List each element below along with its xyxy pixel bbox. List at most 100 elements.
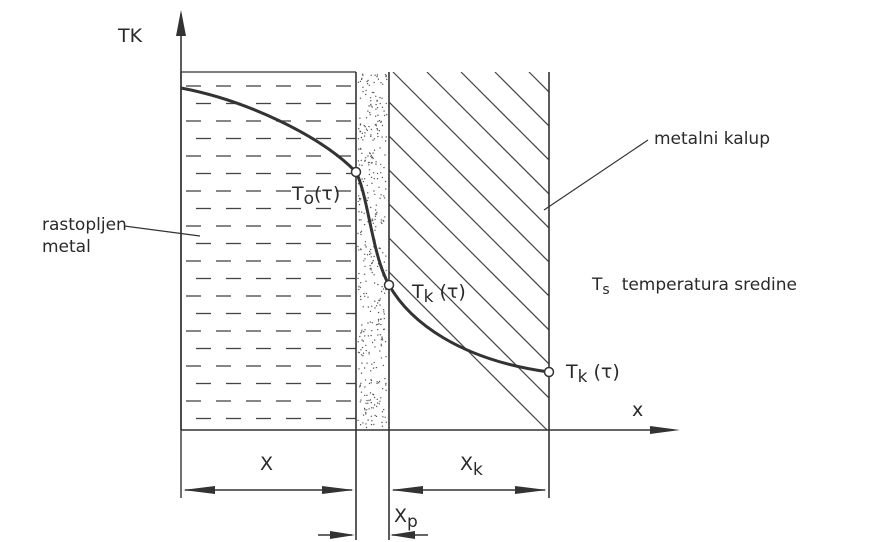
stipple-dot bbox=[364, 367, 366, 369]
stipple-dot bbox=[381, 339, 384, 341]
stipple-dot bbox=[379, 102, 381, 105]
stipple-dot bbox=[379, 197, 381, 199]
stipple-dot bbox=[379, 350, 381, 352]
stipple-dot bbox=[381, 124, 384, 127]
stipple-dot bbox=[377, 302, 379, 304]
stipple-dot bbox=[380, 163, 382, 166]
stipple-dot bbox=[370, 105, 372, 107]
stipple-dot bbox=[358, 211, 360, 213]
stipple-dot bbox=[375, 108, 377, 110]
stipple-dot bbox=[372, 152, 374, 154]
stipple-dot bbox=[364, 379, 367, 381]
stipple-dot bbox=[360, 282, 362, 284]
stipple-dot bbox=[360, 211, 363, 213]
stipple-dot bbox=[367, 322, 369, 324]
stipple-dot bbox=[376, 107, 379, 109]
x-axis-arrow-icon bbox=[650, 426, 680, 434]
stipple-dot bbox=[367, 296, 369, 298]
mold-hatch-line bbox=[389, 135, 549, 297]
stipple-dot bbox=[382, 364, 384, 367]
stipple-dot bbox=[364, 126, 366, 128]
stipple-dot bbox=[380, 338, 383, 341]
stipple-dot bbox=[383, 313, 385, 315]
stipple-dot bbox=[375, 209, 377, 211]
stipple-dot bbox=[364, 160, 366, 162]
stipple-dot bbox=[364, 329, 366, 331]
stipple-dot bbox=[366, 394, 368, 396]
stipple-dot bbox=[363, 273, 366, 275]
stipple-dot bbox=[358, 203, 361, 206]
stipple-dot bbox=[362, 352, 365, 354]
mold-hatch-line bbox=[733, 72, 880, 430]
stipple-dot bbox=[380, 219, 382, 221]
stipple-dot bbox=[369, 310, 372, 313]
stipple-dot bbox=[384, 292, 386, 294]
stipple-dot bbox=[373, 91, 375, 94]
stipple-dot bbox=[384, 216, 386, 218]
stipple-dot bbox=[377, 78, 380, 80]
stipple-dot bbox=[375, 115, 377, 117]
stipple-dot bbox=[371, 363, 373, 365]
stipple-dot bbox=[375, 161, 377, 163]
stipple-dot bbox=[364, 132, 366, 134]
stipple-dot bbox=[361, 324, 363, 326]
stipple-dot bbox=[364, 253, 366, 255]
stipple-dot bbox=[366, 83, 369, 85]
stipple-dot bbox=[370, 162, 373, 164]
stipple-dot bbox=[366, 399, 368, 402]
stipple-dot bbox=[385, 356, 387, 358]
stipple-dot bbox=[382, 416, 384, 418]
stipple-dot bbox=[370, 415, 372, 417]
stipple-dot bbox=[370, 206, 372, 209]
stipple-dot bbox=[370, 103, 372, 106]
stipple-dot bbox=[370, 128, 373, 131]
stipple-dot bbox=[368, 399, 370, 402]
stipple-dot bbox=[357, 138, 360, 140]
stipple-dot bbox=[381, 176, 384, 179]
stipple-dot bbox=[382, 309, 385, 311]
stipple-dot bbox=[367, 419, 369, 421]
stipple-dot bbox=[373, 138, 376, 140]
stipple-dot bbox=[378, 120, 381, 122]
stipple-dot bbox=[370, 134, 372, 136]
mold-hatch-line bbox=[631, 72, 880, 430]
stipple-dot bbox=[378, 299, 380, 301]
stipple-dot bbox=[367, 306, 369, 308]
stipple-dot bbox=[357, 277, 359, 280]
stipple-dot bbox=[379, 304, 381, 306]
stipple-dot bbox=[374, 300, 376, 302]
stipple-dot bbox=[369, 111, 371, 114]
mold-hatch-line bbox=[392, 72, 549, 229]
mold-hatching bbox=[389, 72, 880, 430]
stipple-dot bbox=[358, 128, 360, 130]
stipple-dot bbox=[365, 246, 367, 248]
interface-layer-stipple bbox=[357, 73, 388, 429]
dim-x-label: X bbox=[260, 453, 273, 475]
stipple-dot bbox=[376, 382, 378, 385]
stipple-dot bbox=[385, 421, 387, 423]
stipple-dot bbox=[366, 199, 369, 202]
stipple-dot bbox=[365, 423, 367, 425]
stipple-dot bbox=[372, 219, 374, 222]
stipple-dot bbox=[368, 353, 370, 355]
dim-x-arrow-left-icon bbox=[183, 486, 215, 494]
stipple-dot bbox=[376, 398, 378, 400]
mold-label: metalni kalup bbox=[654, 129, 770, 149]
stipple-dot bbox=[365, 280, 367, 282]
stipple-dot bbox=[384, 377, 386, 380]
stipple-dot bbox=[374, 218, 376, 221]
stipple-dot bbox=[372, 367, 375, 369]
stipple-dot bbox=[384, 180, 387, 183]
stipple-dot bbox=[361, 164, 363, 167]
stipple-dot bbox=[361, 152, 363, 154]
stipple-dot bbox=[385, 188, 387, 190]
dim-xk-label: Xk bbox=[460, 453, 483, 480]
stipple-dot bbox=[369, 392, 372, 394]
stipple-dot bbox=[375, 226, 377, 228]
stipple-dot bbox=[380, 290, 383, 293]
stipple-dot bbox=[361, 362, 363, 364]
stipple-dot bbox=[370, 135, 372, 138]
tk2-label: Tk (τ) bbox=[565, 361, 620, 387]
stipple-dot bbox=[380, 323, 382, 326]
